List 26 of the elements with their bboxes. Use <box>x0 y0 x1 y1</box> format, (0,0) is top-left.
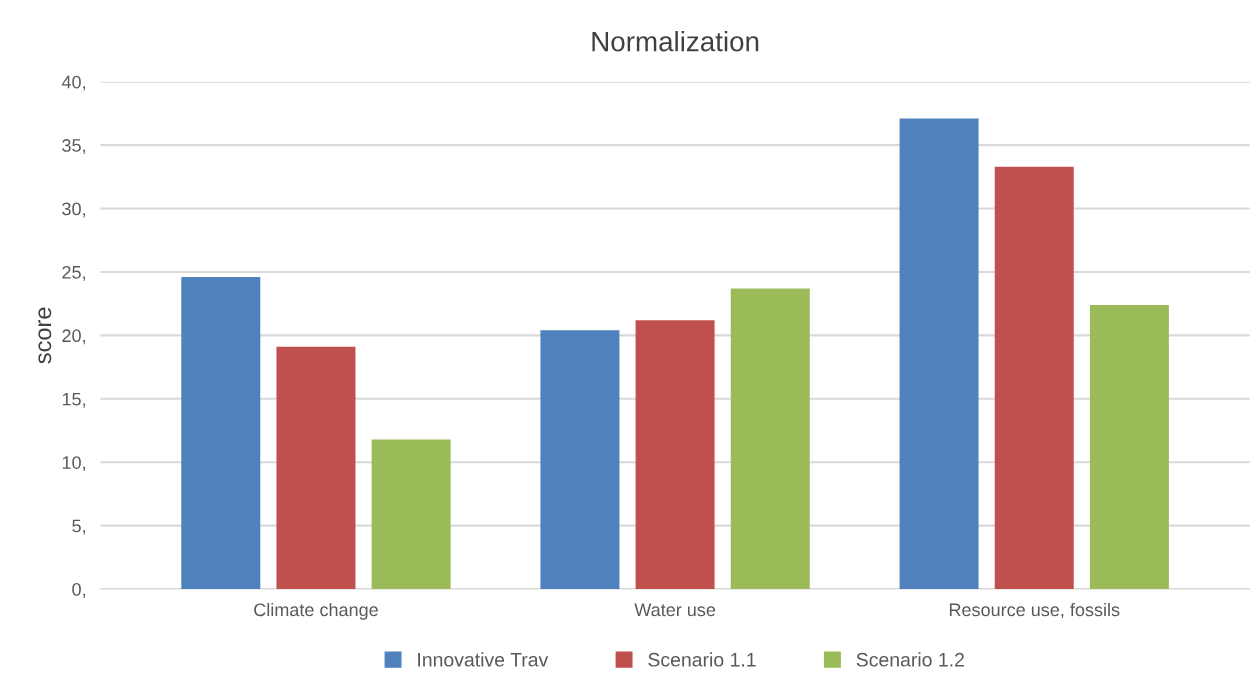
y-tick-label: 40, <box>61 75 85 91</box>
bar <box>635 320 715 590</box>
legend-label: Innovative Trav <box>418 652 549 667</box>
bar <box>994 166 1074 590</box>
bar <box>540 330 620 590</box>
y-tick-label: 5, <box>72 519 85 535</box>
x-tick-label: Water use <box>634 603 716 617</box>
bar <box>371 439 451 590</box>
y-tick-label: 20, <box>62 329 85 345</box>
chart-title: Normalization <box>592 31 759 52</box>
y-axis-title: score <box>38 307 52 364</box>
bar <box>1089 304 1169 590</box>
bar <box>899 118 979 590</box>
y-tick-label: 0, <box>72 583 85 598</box>
bar <box>181 277 261 590</box>
x-tick-label: Climate change <box>254 602 378 620</box>
legend-label: Scenario 1.1 <box>648 652 756 667</box>
y-tick-label: 35, <box>62 139 85 154</box>
bar <box>730 288 810 590</box>
y-tick-label: 25, <box>62 265 85 281</box>
y-tick-label: 15, <box>62 392 85 408</box>
bar <box>276 346 356 590</box>
x-tick-label: Resource use, fossils <box>949 602 1120 619</box>
y-tick-label: 10, <box>62 456 85 472</box>
y-tick-label: 30, <box>62 202 85 218</box>
legend-label: Scenario 1.2 <box>856 652 964 667</box>
